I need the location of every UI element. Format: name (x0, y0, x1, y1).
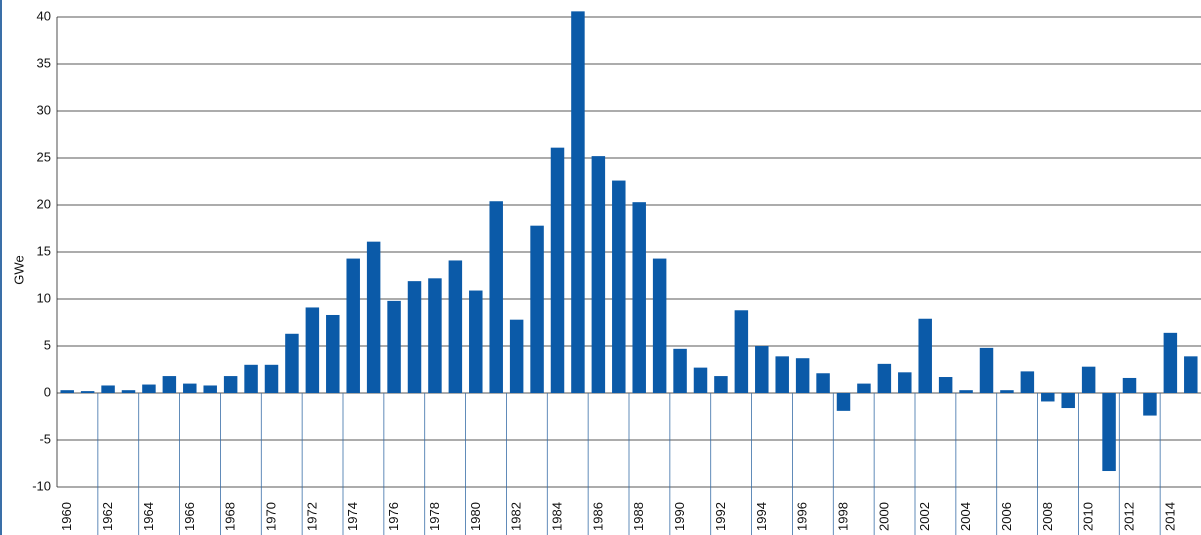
bar (530, 225, 544, 393)
x-tick-label: 1994 (754, 502, 769, 531)
bar (203, 385, 217, 393)
bar (959, 390, 973, 393)
bar (346, 258, 360, 393)
bar (1163, 332, 1178, 393)
y-tick-label: 10 (37, 290, 51, 305)
x-tick-label: 1970 (264, 502, 279, 531)
bar (326, 314, 340, 393)
bar (121, 390, 136, 393)
bar (550, 147, 565, 393)
y-tick-label: 20 (37, 196, 51, 211)
bar (816, 373, 830, 393)
bar (591, 156, 606, 393)
y-tick-label: 0 (44, 384, 51, 399)
x-tick-label: 1990 (672, 502, 687, 531)
bar (1020, 371, 1035, 393)
x-tick-label: 2006 (999, 502, 1014, 531)
bar (183, 383, 197, 393)
x-tick-label: 2012 (1122, 502, 1137, 531)
bar (877, 363, 892, 393)
bar (509, 319, 524, 393)
x-tick-label: 1966 (182, 502, 197, 531)
bar (1081, 366, 1096, 393)
x-tick-label: 1964 (141, 502, 156, 531)
bar (795, 358, 810, 393)
x-tick-label: 1984 (550, 502, 565, 531)
x-tick-label: 1968 (223, 502, 238, 531)
y-tick-label: 40 (37, 8, 51, 23)
y-tick-label: -10 (32, 478, 51, 493)
bar (387, 300, 401, 393)
bar (469, 290, 483, 393)
y-tick-label: -5 (39, 431, 51, 446)
y-tick-label: 25 (37, 149, 51, 164)
x-tick-label: 1988 (631, 502, 646, 531)
x-tick-label: 2004 (958, 502, 973, 531)
x-tick-label: 1978 (427, 502, 442, 531)
bar (1041, 393, 1055, 402)
x-tick-label: 1976 (386, 502, 401, 531)
x-tick-label: 1980 (468, 502, 483, 531)
x-tick-label: 1974 (345, 502, 360, 531)
bar (857, 383, 871, 393)
bar (1143, 393, 1157, 416)
bar (775, 356, 789, 393)
bar (1184, 356, 1198, 393)
x-tick-label: 2010 (1081, 502, 1096, 531)
x-tick-label: 2008 (1040, 502, 1055, 531)
x-tick-label: 1998 (836, 502, 851, 531)
x-tick-label: 1982 (509, 502, 524, 531)
bar (305, 307, 320, 393)
bar (714, 376, 728, 393)
bar (1122, 377, 1137, 393)
y-tick-label: 35 (37, 55, 51, 70)
bar (755, 346, 769, 393)
bar (428, 278, 442, 393)
bar (101, 385, 115, 393)
y-axis-label: GWe (11, 255, 26, 284)
bar (1061, 393, 1075, 409)
x-tick-label: 1986 (590, 502, 605, 531)
bar (571, 11, 585, 394)
bar (918, 318, 932, 393)
bar (448, 260, 463, 393)
bar (162, 376, 177, 393)
bar (734, 310, 749, 393)
x-tick-label: 2002 (917, 502, 932, 531)
x-tick-label: 1992 (713, 502, 728, 531)
bar (693, 367, 708, 393)
y-tick-label: 15 (37, 243, 51, 258)
bar (673, 348, 687, 393)
bar (489, 201, 503, 393)
bar (407, 281, 422, 393)
bar (285, 333, 299, 393)
bar (979, 347, 994, 393)
x-tick-label: 1962 (100, 502, 115, 531)
bar (60, 390, 74, 393)
bar (223, 376, 238, 393)
bar (244, 364, 258, 393)
bar (612, 180, 626, 393)
bar (366, 241, 381, 393)
bar (652, 258, 667, 393)
x-tick-label: 2014 (1162, 502, 1177, 531)
bar (264, 364, 279, 393)
bar (80, 391, 95, 393)
bar (1102, 393, 1116, 472)
bar (836, 393, 851, 411)
x-tick-label: 1960 (59, 502, 74, 531)
x-tick-label: 2000 (876, 502, 891, 531)
x-tick-label: 1972 (304, 502, 319, 531)
bar (938, 377, 953, 393)
y-tick-label: 5 (44, 337, 51, 352)
y-tick-label: 30 (37, 102, 51, 117)
bar (142, 384, 156, 393)
bar (632, 202, 646, 393)
bar (898, 372, 912, 393)
bar (1000, 390, 1014, 393)
x-tick-label: 1996 (795, 502, 810, 531)
